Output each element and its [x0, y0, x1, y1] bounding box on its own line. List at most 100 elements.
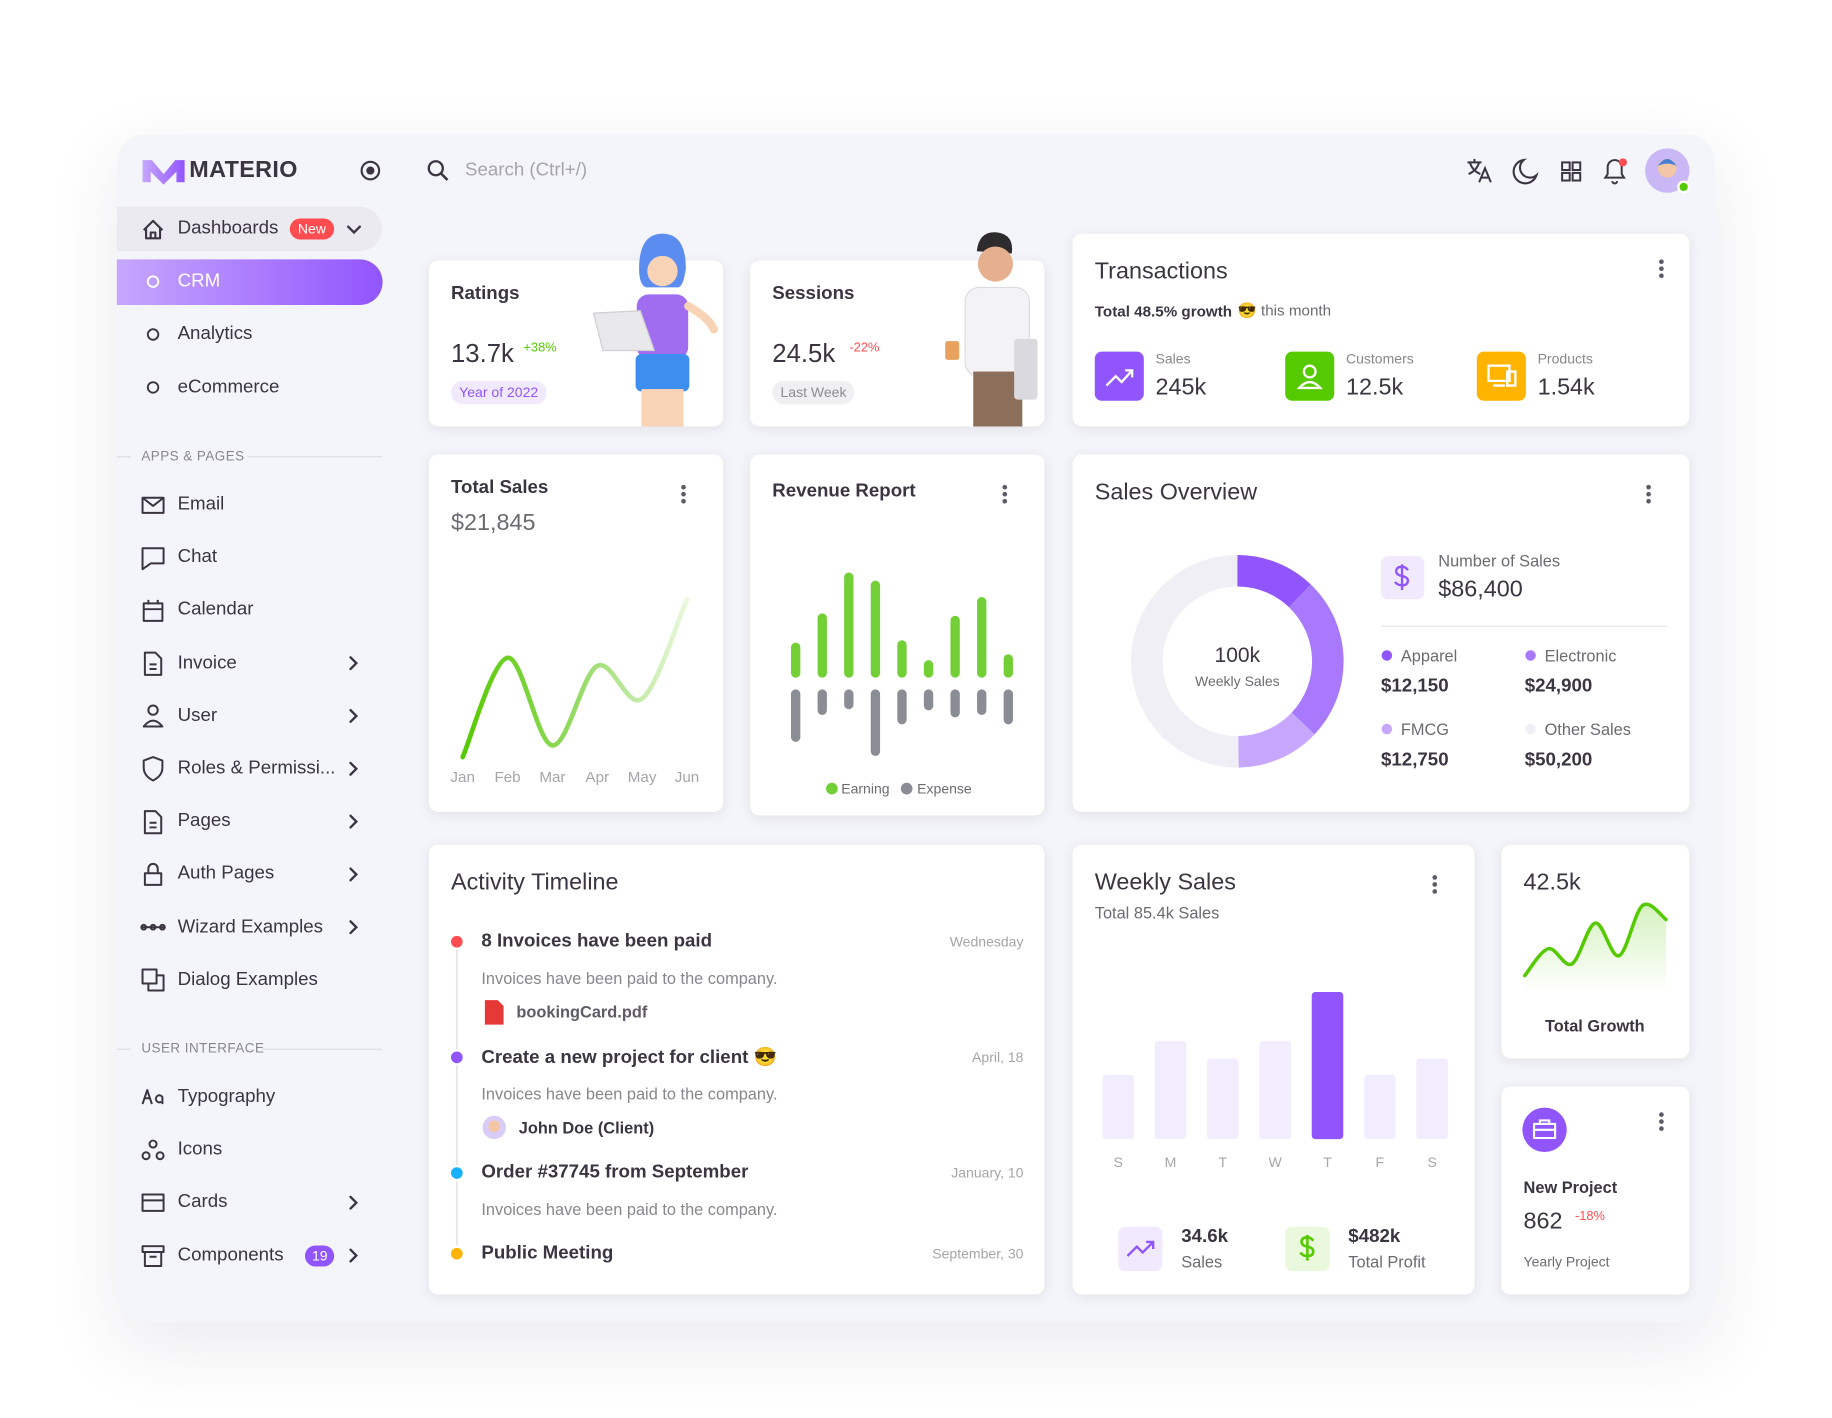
- nav-badge: New: [289, 218, 335, 240]
- nav-item: Email: [177, 494, 225, 515]
- stat-icon-bg: [1094, 351, 1144, 401]
- timeline-title: 8 Invoices have been paid: [481, 931, 713, 952]
- total-icon: [1394, 564, 1410, 591]
- stat-value: 12.5k: [1345, 374, 1404, 401]
- character-arm: [684, 302, 718, 334]
- shortcuts-icon: [1561, 171, 1571, 182]
- x-tick-label: Apr: [585, 768, 610, 786]
- x-tick-label: S: [1113, 1154, 1123, 1171]
- shortcuts-icon: [1571, 171, 1582, 182]
- revenue-bar: [844, 572, 854, 678]
- stat-value: 34.6k: [1181, 1226, 1229, 1247]
- kebab-dot: [681, 484, 686, 490]
- weekly-bar: [1364, 1074, 1396, 1140]
- total-label: Number of Sales: [1438, 551, 1561, 571]
- legend-label: Apparel: [1400, 646, 1458, 665]
- nav-icon: [140, 923, 166, 931]
- nav-icon: [142, 599, 164, 622]
- card-value: 42.5k: [1523, 869, 1581, 896]
- home-icon: [142, 219, 164, 240]
- kebab-dot: [681, 498, 686, 504]
- nav-item: Analytics: [177, 323, 253, 344]
- card-title: New Project: [1523, 1177, 1618, 1197]
- card-title: Total Sales: [450, 477, 549, 498]
- nav-dot: [146, 381, 160, 394]
- nav-group-label: Dashboards: [177, 218, 279, 239]
- legend-label: Other Sales: [1544, 719, 1631, 739]
- revenue-bar: [897, 640, 907, 678]
- nav-icon: [142, 756, 164, 782]
- search-icon: [440, 172, 449, 181]
- character-legs: [641, 389, 684, 427]
- timeline-title: Public Meeting: [481, 1243, 614, 1264]
- x-tick-label: Mar: [539, 768, 566, 786]
- nav-icon: [141, 1089, 164, 1105]
- stat-label: Customers: [1345, 350, 1414, 367]
- nav-section-title: APPS & PAGES: [141, 449, 245, 464]
- weekly-bar: [1416, 1058, 1448, 1140]
- weekly-bar: [1102, 1074, 1134, 1140]
- growth-line: [1522, 902, 1668, 978]
- character-head: [647, 255, 678, 287]
- revenue-bar: [844, 689, 854, 710]
- character-cup: [945, 341, 960, 360]
- nav-item: Pages: [177, 811, 231, 831]
- nav-item: Components: [177, 1245, 284, 1265]
- timeline-date: January, 10: [951, 1164, 1024, 1182]
- legend-label: Electronic: [1544, 646, 1617, 665]
- stat-icon: [1299, 1234, 1315, 1261]
- nav-icon: [141, 496, 165, 514]
- nav-item: Invoice: [177, 652, 237, 673]
- stat-title: Sessions: [772, 283, 855, 304]
- growth: Total 48.5% growth: [1094, 302, 1233, 320]
- transactions-card: [1072, 233, 1690, 427]
- nav-dot: [146, 275, 160, 288]
- weekly-bar: [1311, 991, 1344, 1140]
- person-face: [488, 1120, 501, 1133]
- revenue-bar: [870, 689, 881, 756]
- nav-item: Cards: [177, 1192, 228, 1213]
- timeline-title: Create a new project for client 😎: [481, 1048, 777, 1068]
- timeline-date: Wednesday: [949, 933, 1024, 950]
- nav-icon: [142, 704, 164, 728]
- x-tick-label: S: [1427, 1154, 1437, 1171]
- revenue-bar: [1003, 654, 1013, 678]
- nav-item: Chat: [177, 547, 218, 567]
- stat-label: Products: [1537, 350, 1593, 367]
- legend-label: Expense: [917, 780, 972, 797]
- collapse-toggle-dot: [366, 166, 375, 175]
- x-tick-label: F: [1375, 1154, 1385, 1171]
- nav-icon: [141, 1245, 165, 1268]
- x-tick-label: Feb: [494, 768, 521, 786]
- collapse-toggle: [360, 160, 381, 181]
- nav-dot: [146, 328, 160, 341]
- kebab-dot: [1002, 491, 1008, 497]
- card-title: Revenue Report: [772, 481, 916, 502]
- kebab-dot: [1659, 259, 1664, 265]
- x-tick-label: M: [1164, 1154, 1177, 1171]
- attachment-name: bookingCard.pdf: [516, 1002, 648, 1022]
- timeline-date: September, 30: [932, 1245, 1024, 1262]
- chevron: [349, 708, 359, 723]
- legend-value: $12,150: [1381, 676, 1449, 697]
- character-laptop: [592, 310, 656, 352]
- stat-title: Ratings: [450, 283, 520, 304]
- kebab-dot: [1659, 1126, 1664, 1131]
- stat-icon: [1296, 364, 1323, 390]
- nav-item: Roles & Permissi...: [177, 758, 336, 779]
- x-tick-label: T: [1218, 1154, 1228, 1171]
- kebab-dot: [681, 491, 686, 497]
- stat-change: +38%: [523, 341, 557, 356]
- nav-item: Calendar: [177, 599, 254, 620]
- nav-icon: [141, 1139, 165, 1161]
- stat-value: 24.5k: [772, 338, 836, 369]
- kebab-dot: [1646, 491, 1651, 497]
- nav-item: Auth Pages: [177, 863, 275, 884]
- kebab-dot: [1432, 875, 1438, 880]
- revenue-bar: [950, 689, 960, 718]
- stat-label: Total Profit: [1348, 1252, 1426, 1272]
- activity-card: [428, 844, 1045, 1295]
- character-shorts: [635, 354, 690, 392]
- legend-value: $50,200: [1524, 750, 1593, 770]
